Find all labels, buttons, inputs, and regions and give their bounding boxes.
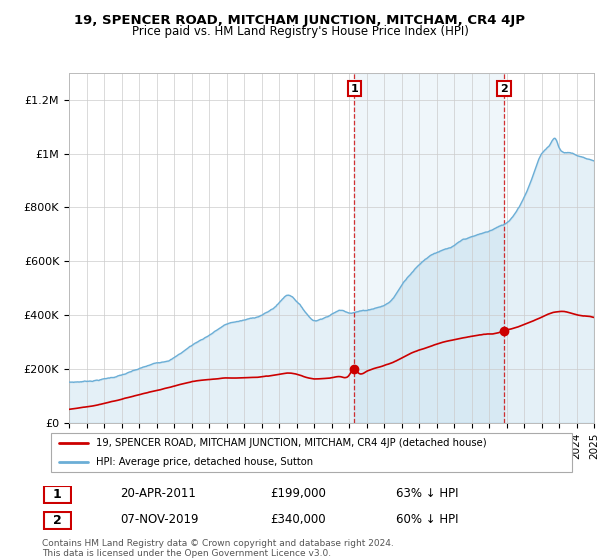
Text: 07-NOV-2019: 07-NOV-2019 <box>120 513 199 526</box>
Text: 60% ↓ HPI: 60% ↓ HPI <box>396 513 458 526</box>
Text: 63% ↓ HPI: 63% ↓ HPI <box>396 487 458 501</box>
Text: Price paid vs. HM Land Registry's House Price Index (HPI): Price paid vs. HM Land Registry's House … <box>131 25 469 38</box>
Text: £199,000: £199,000 <box>270 487 326 501</box>
Text: 2: 2 <box>500 83 508 94</box>
Text: 2: 2 <box>53 514 61 527</box>
FancyBboxPatch shape <box>44 512 71 529</box>
Text: 19, SPENCER ROAD, MITCHAM JUNCTION, MITCHAM, CR4 4JP (detached house): 19, SPENCER ROAD, MITCHAM JUNCTION, MITC… <box>95 437 486 447</box>
Text: 20-APR-2011: 20-APR-2011 <box>120 487 196 501</box>
Text: 1: 1 <box>53 488 61 501</box>
FancyBboxPatch shape <box>44 487 71 503</box>
Text: £340,000: £340,000 <box>270 513 326 526</box>
Text: 19, SPENCER ROAD, MITCHAM JUNCTION, MITCHAM, CR4 4JP: 19, SPENCER ROAD, MITCHAM JUNCTION, MITC… <box>74 14 526 27</box>
Text: 1: 1 <box>350 83 358 94</box>
Text: HPI: Average price, detached house, Sutton: HPI: Average price, detached house, Sutt… <box>95 457 313 467</box>
FancyBboxPatch shape <box>50 433 572 472</box>
Text: Contains HM Land Registry data © Crown copyright and database right 2024.
This d: Contains HM Land Registry data © Crown c… <box>42 539 394 558</box>
Bar <box>354 73 504 423</box>
